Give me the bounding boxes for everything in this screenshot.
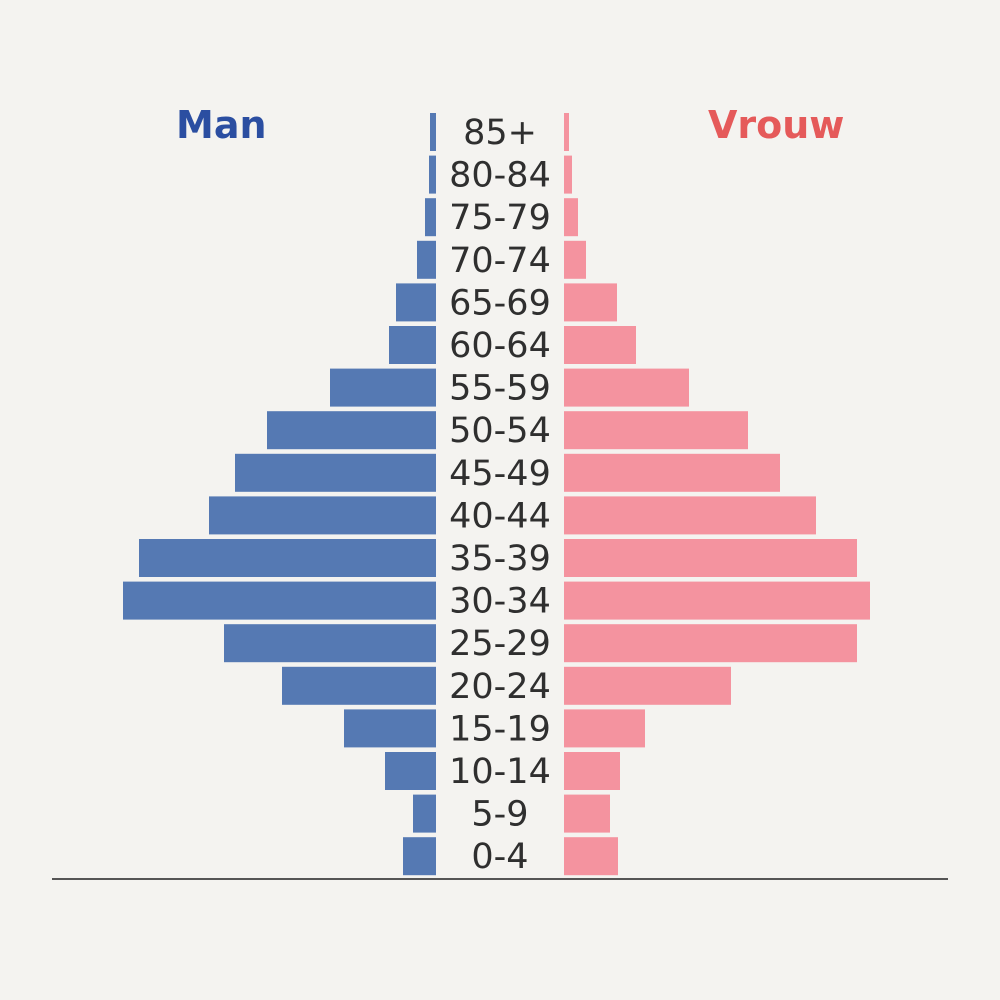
age-group-labels: 85+80-8475-7970-7465-6960-6455-5950-5445… (449, 113, 551, 877)
age-label-85plus: 85+ (463, 113, 537, 153)
bar-man-75-79 (425, 198, 436, 237)
age-label-45-49: 45-49 (449, 454, 551, 494)
bar-man-0-4 (403, 837, 436, 876)
bar-vrouw-30-34 (564, 581, 870, 620)
legend-vrouw-label: Vrouw (708, 103, 845, 147)
bar-man-10-14 (385, 752, 436, 790)
age-label-70-74: 70-74 (449, 241, 551, 281)
bar-vrouw-5-9 (564, 794, 610, 833)
bar-man-40-44 (209, 496, 436, 535)
bar-man-35-39 (139, 539, 436, 577)
man-bars (123, 113, 436, 876)
age-label-20-24: 20-24 (449, 667, 551, 707)
age-label-15-19: 15-19 (449, 709, 551, 749)
bar-vrouw-35-39 (564, 539, 857, 577)
age-label-25-29: 25-29 (449, 624, 551, 664)
bar-man-50-54 (267, 411, 436, 450)
age-label-5-9: 5-9 (471, 795, 528, 835)
bar-vrouw-0-4 (564, 837, 618, 876)
bar-vrouw-85plus (564, 113, 569, 151)
bar-vrouw-50-54 (564, 411, 748, 450)
bar-vrouw-65-69 (564, 283, 617, 322)
bar-man-85plus (430, 113, 436, 151)
bar-man-70-74 (417, 240, 436, 279)
age-label-75-79: 75-79 (449, 198, 551, 238)
bar-vrouw-25-29 (564, 624, 857, 663)
bar-man-55-59 (330, 368, 436, 407)
legend-man-label: Man (176, 103, 267, 147)
vrouw-bars (564, 113, 870, 876)
bar-vrouw-60-64 (564, 326, 636, 364)
age-label-10-14: 10-14 (449, 752, 551, 792)
age-label-80-84: 80-84 (449, 156, 551, 196)
bar-man-20-24 (282, 666, 436, 705)
age-label-50-54: 50-54 (449, 411, 551, 451)
bar-man-30-34 (123, 581, 436, 620)
bar-man-65-69 (396, 283, 436, 322)
bar-man-5-9 (413, 794, 436, 833)
age-label-35-39: 35-39 (449, 539, 551, 579)
bar-vrouw-45-49 (564, 453, 780, 492)
bar-man-60-64 (389, 326, 436, 364)
bar-vrouw-55-59 (564, 368, 689, 407)
age-label-40-44: 40-44 (449, 496, 551, 536)
age-label-30-34: 30-34 (449, 582, 551, 622)
bar-man-45-49 (235, 453, 436, 492)
bar-man-25-29 (224, 624, 436, 663)
age-label-65-69: 65-69 (449, 283, 551, 323)
bar-vrouw-40-44 (564, 496, 816, 535)
bar-vrouw-10-14 (564, 752, 620, 790)
bar-vrouw-15-19 (564, 709, 645, 748)
bar-vrouw-80-84 (564, 155, 572, 194)
bar-man-15-19 (344, 709, 436, 748)
age-label-0-4: 0-4 (471, 837, 528, 877)
bar-vrouw-20-24 (564, 666, 731, 705)
age-label-55-59: 55-59 (449, 369, 551, 409)
bar-vrouw-75-79 (564, 198, 578, 237)
bar-vrouw-70-74 (564, 240, 586, 279)
age-label-60-64: 60-64 (449, 326, 551, 366)
bar-man-80-84 (429, 155, 436, 194)
